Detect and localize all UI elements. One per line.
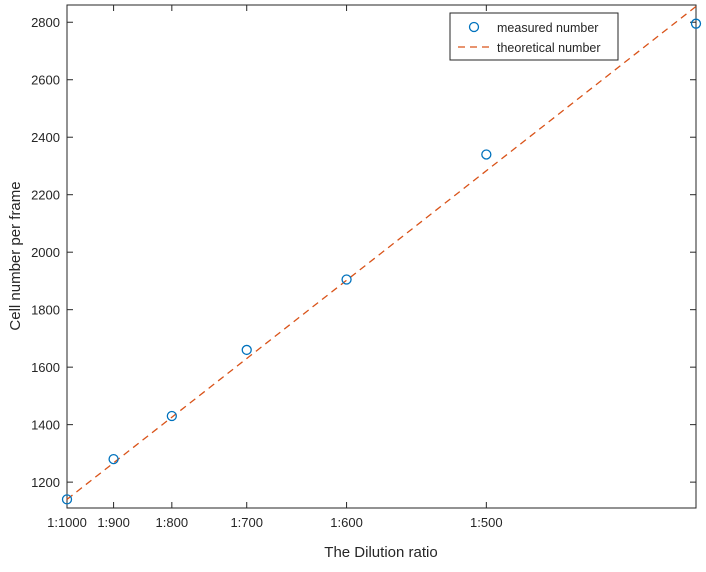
legend-box xyxy=(449,12,619,61)
y-tick-label: 2600 xyxy=(31,73,60,88)
x-axis-label: The Dilution ratio xyxy=(324,544,437,561)
x-axis-ticks: 1:1000 1:900 1:800 1:700 1:600 1:500 xyxy=(47,5,503,530)
measured-point xyxy=(341,274,352,285)
y-tick-label: 1400 xyxy=(31,418,60,433)
legend-label-measured: measured number xyxy=(497,21,598,35)
y-tick-label: 1800 xyxy=(31,303,60,318)
y-axis-ticks: 1200 1400 1600 1800 2000 2200 2400 2600 2800 xyxy=(31,15,696,490)
y-tick-label: 2400 xyxy=(31,130,60,145)
y-tick-label: 1200 xyxy=(31,475,60,490)
x-tick-label: 1:800 xyxy=(156,515,189,530)
measured-point xyxy=(690,18,702,29)
measured-point xyxy=(166,410,177,422)
measured-point xyxy=(61,494,73,505)
y-tick-label: 1600 xyxy=(31,360,60,375)
plot-area-frame xyxy=(66,4,697,509)
x-tick-label: 1:600 xyxy=(330,515,363,530)
legend-marker-measured xyxy=(468,21,480,33)
series-layer xyxy=(61,5,702,505)
y-tick-label: 2800 xyxy=(31,15,60,30)
y-tick-label: 2200 xyxy=(31,188,60,203)
measured-point xyxy=(241,344,252,356)
legend: measured number theoretical number xyxy=(449,12,619,61)
x-tick-label: 1:700 xyxy=(230,515,263,530)
x-tick-label: 1:1000 xyxy=(47,515,87,530)
y-tick-label: 2000 xyxy=(31,245,60,260)
y-axis-label: Cell number per frame xyxy=(7,181,24,330)
measured-point xyxy=(481,149,492,160)
x-tick-label: 1:900 xyxy=(97,515,130,530)
legend-label-theoretical: theoretical number xyxy=(497,41,601,55)
theoretical-line xyxy=(66,5,697,500)
x-tick-label: 1:500 xyxy=(470,515,503,530)
measured-point xyxy=(108,453,119,465)
